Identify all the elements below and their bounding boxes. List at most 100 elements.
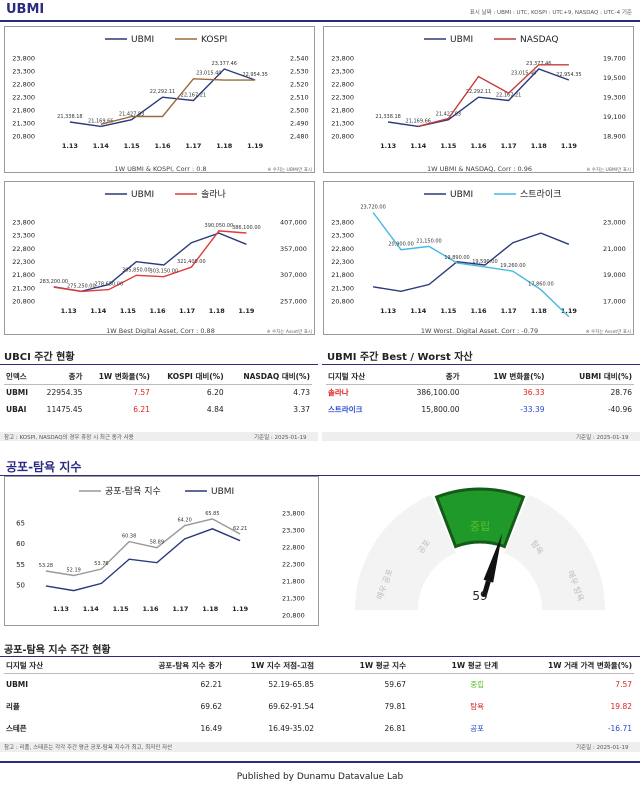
data-label: 321,400.00: [177, 259, 206, 265]
right-tick-label: 2,540: [290, 55, 309, 63]
fear-table-col: 공포-탐욕 지수 종가: [124, 659, 224, 674]
gauge-needle-shaft: [481, 580, 491, 598]
series-second-line: [418, 64, 569, 127]
cell: 스트라이크: [328, 405, 363, 414]
left-tick-label: 22,800: [331, 81, 354, 89]
cell: 16.49-35.02: [268, 723, 314, 733]
right-tick-label: 2,520: [290, 81, 309, 89]
cell: 386,100.00: [416, 388, 460, 398]
cell: 62.21: [200, 679, 222, 689]
data-label: 19,890.00: [444, 255, 469, 261]
right-tick-label: 19,500: [603, 74, 626, 82]
fear-table-col: 디지털 자산: [4, 659, 124, 674]
cell: 4.84: [206, 405, 224, 414]
x-tick-label: 1.15: [113, 605, 130, 613]
right-tick-label: 2,490: [290, 120, 309, 128]
legend-label: NASDAQ: [520, 35, 558, 45]
data-label: 390,050.00: [205, 223, 234, 229]
x-tick-label: 1.16: [154, 142, 171, 150]
series-ubmi-line: [387, 68, 570, 128]
cell: 28.76: [610, 388, 632, 398]
right-tick-label: 21,000: [603, 245, 626, 253]
table-row: UBMI 62.21 52.19-65.85 59.67 중립 7.57: [4, 673, 634, 695]
ubci-col: KOSPI 대비(%): [151, 370, 226, 385]
right-tick-label: 2,480: [290, 133, 309, 141]
right-tick-label: 2,530: [290, 68, 309, 76]
chart-note: ※ 수치는 Asset만 표시: [267, 328, 312, 335]
x-tick-label: 1.17: [501, 307, 517, 315]
cell: UBMI: [6, 679, 29, 689]
legend-label: 솔라나: [201, 189, 226, 200]
left-tick-label: 22,300: [12, 94, 35, 102]
data-label: 22,167.21: [181, 92, 206, 98]
x-tick-label: 1.19: [232, 605, 249, 613]
chart-caption: 1W Worst. Digital Asset. Corr : -0.79: [421, 327, 538, 335]
ubci-col: 1W 변화율(%): [84, 370, 152, 385]
x-tick-label: 1.17: [501, 142, 517, 150]
data-label: 19,590.00: [472, 259, 497, 265]
table-row: 스테픈 16.49 16.49-35.02 26.81 공포 -16.71: [4, 717, 634, 739]
x-tick-label: 1.17: [179, 307, 195, 315]
data-label: 23,015.40: [511, 70, 536, 76]
cell: 15,800.00: [421, 405, 460, 414]
chart-ubmi-strike: UBMI 스트라이크 23,800 23,300 22,800 22,300 21,800 2…: [323, 181, 634, 335]
chart-ubmi-nasdaq-svg: UBMI NASDAQ 23,800 23,300 22,800 22,300 21,800…: [331, 35, 632, 173]
right-tick-label: 20,800: [282, 612, 305, 620]
legend-label: UBMI: [211, 487, 234, 497]
x-tick-label: 1.16: [470, 142, 487, 150]
fear-table-footnote: 참고 : 리플, 스테픈는 각각 주간 평균 공포-탐욕 지수가 최고, 최저인…: [4, 745, 173, 751]
timezone-note: 표시 날짜 : UBMI : UTC, KOSPI : UTC+9, NASDA…: [469, 10, 632, 16]
data-label: 21,427.83: [119, 112, 144, 118]
table-row: 솔라나 386,100.00 36.33 28.76: [326, 384, 634, 401]
ubci-header-row: 인덱스 종가 1W 변화율(%) KOSPI 대비(%) NASDAQ 대비(%…: [4, 370, 312, 385]
right-tick-label: 19,300: [603, 94, 626, 102]
fear-table-col: 1W 거래 가격 변화율(%): [500, 659, 634, 674]
fear-table-title: 공포-탐욕 지수 주간 현황: [4, 645, 111, 656]
fear-table-date: 기준일 : 2025-01-19: [576, 745, 629, 751]
right-tick-label: 357,000: [280, 245, 307, 253]
cell: 19.82: [610, 701, 632, 711]
cell: -16.71: [607, 723, 632, 733]
left-tick-label: 20,800: [331, 298, 354, 306]
cell: 26.81: [384, 723, 406, 733]
legend-label: 스트라이크: [520, 189, 561, 200]
cell: 7.57: [615, 679, 632, 689]
data-label: 62.21: [233, 526, 247, 532]
bestworst-col: 종가: [389, 370, 462, 385]
bestworst-table: 디지털 자산 종가 1W 변화율(%) UBMI 대비(%) 솔라나 386,1…: [326, 370, 634, 418]
x-tick-label: 1.15: [120, 307, 137, 315]
series-ubmi-line: [372, 232, 570, 293]
x-tick-label: 1.19: [561, 307, 578, 315]
cell: 59.67: [384, 679, 406, 689]
left-tick-label: 21,300: [331, 284, 354, 292]
fear-table-col: 1W 지수 저점-고점: [224, 659, 316, 674]
right-tick-label: 407,000: [280, 219, 307, 227]
chart-note: ※ 수치는 UBMI만 표시: [587, 166, 632, 173]
x-tick-label: 1.17: [185, 142, 201, 150]
right-tick-label: 19,000: [603, 271, 626, 279]
left-tick-label: 60: [16, 540, 25, 548]
data-label: 23,377.46: [212, 61, 237, 67]
left-tick-label: 20,800: [12, 133, 35, 141]
cell: 79.81: [384, 701, 406, 711]
table-row: 리플 69.62 69.62-91.54 79.81 탐욕 19.82: [4, 695, 634, 717]
bestworst-header-row: 디지털 자산 종가 1W 변화율(%) UBMI 대비(%): [326, 370, 634, 385]
cell: 52.19-65.85: [268, 679, 314, 689]
left-tick-label: 22,800: [12, 81, 35, 89]
x-tick-label: 1.13: [53, 605, 69, 613]
gauge-segment-fear: [372, 494, 456, 579]
data-label: 19,260.00: [500, 263, 525, 269]
data-label: 22,292.11: [150, 89, 175, 95]
ubci-table: 인덱스 종가 1W 변화율(%) KOSPI 대비(%) NASDAQ 대비(%…: [4, 370, 312, 418]
cell: 6.20: [206, 388, 224, 398]
left-tick-label: 22,800: [331, 245, 354, 253]
gauge-label: 중립: [470, 520, 490, 533]
series-second-line: [372, 212, 570, 318]
x-tick-label: 1.19: [247, 142, 264, 150]
x-tick-label: 1.13: [61, 307, 77, 315]
fear-title: 공포-탐욕 지수: [6, 460, 82, 474]
page-title: UBMI: [6, 2, 45, 17]
right-tick-label: 17,000: [603, 298, 626, 306]
cell: 탐욕: [470, 701, 484, 711]
